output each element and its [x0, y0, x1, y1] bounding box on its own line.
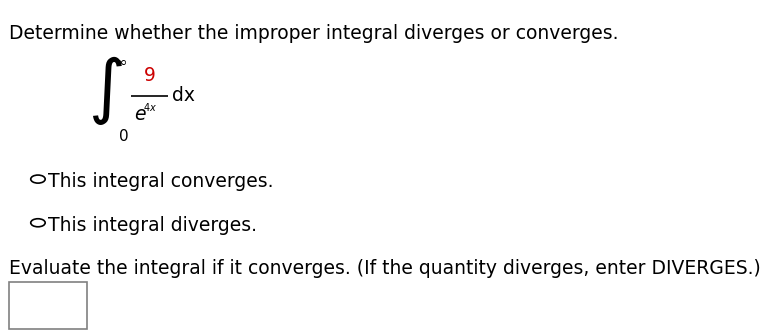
Text: This integral converges.: This integral converges. [48, 172, 273, 191]
Text: Determine whether the improper integral diverges or converges.: Determine whether the improper integral … [9, 24, 618, 43]
Text: $^{4x}$: $^{4x}$ [144, 102, 157, 116]
Text: $\int$: $\int$ [88, 54, 123, 127]
Text: This integral diverges.: This integral diverges. [48, 216, 257, 235]
Text: 0: 0 [119, 129, 128, 143]
Text: ∞: ∞ [114, 55, 127, 70]
Text: $e$: $e$ [134, 106, 147, 124]
Text: dx: dx [172, 86, 195, 105]
Text: 9: 9 [144, 66, 155, 85]
FancyBboxPatch shape [9, 282, 88, 329]
Text: Evaluate the integral if it converges. (If the quantity diverges, enter DIVERGES: Evaluate the integral if it converges. (… [9, 259, 761, 278]
